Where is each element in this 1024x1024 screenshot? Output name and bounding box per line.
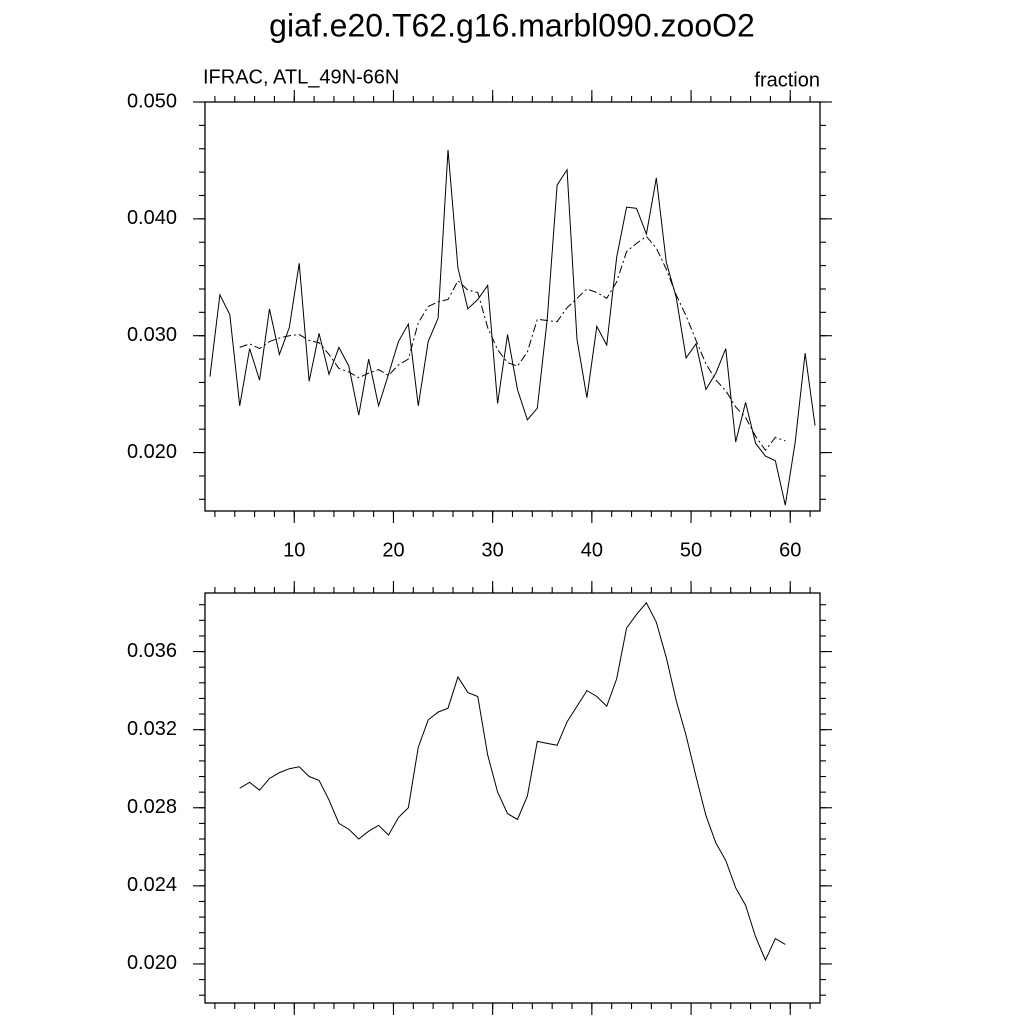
y-tick-label: 0.028: [127, 796, 177, 818]
plot-frame: [204, 592, 821, 1004]
left-label: IFRAC, ATL_49N-66N: [203, 66, 399, 88]
y-tick-label: 0.020: [127, 441, 177, 463]
data-line: [209, 149, 816, 506]
x-tick-label: 20: [382, 539, 404, 561]
y-tick-label: 0.020: [127, 952, 177, 974]
x-tick-label: 40: [581, 539, 603, 561]
x-tick-label: 10: [283, 539, 305, 561]
y-tick-label: 0.024: [127, 874, 177, 896]
plot-frame: [204, 101, 821, 512]
x-tick-label: 60: [779, 539, 801, 561]
right-label: fraction: [754, 69, 820, 91]
x-tick-label: 50: [680, 539, 702, 561]
data-line: [239, 235, 786, 452]
y-tick-label: 0.036: [127, 640, 177, 662]
y-tick-label: 0.030: [127, 324, 177, 346]
y-tick-label: 0.040: [127, 207, 177, 229]
figure-title: giaf.e20.T62.g16.marbl090.zooO2: [269, 7, 755, 43]
y-tick-label: 0.032: [127, 718, 177, 740]
data-line: [239, 601, 786, 962]
y-tick-label: 0.050: [127, 90, 177, 112]
x-tick-label: 30: [482, 539, 504, 561]
